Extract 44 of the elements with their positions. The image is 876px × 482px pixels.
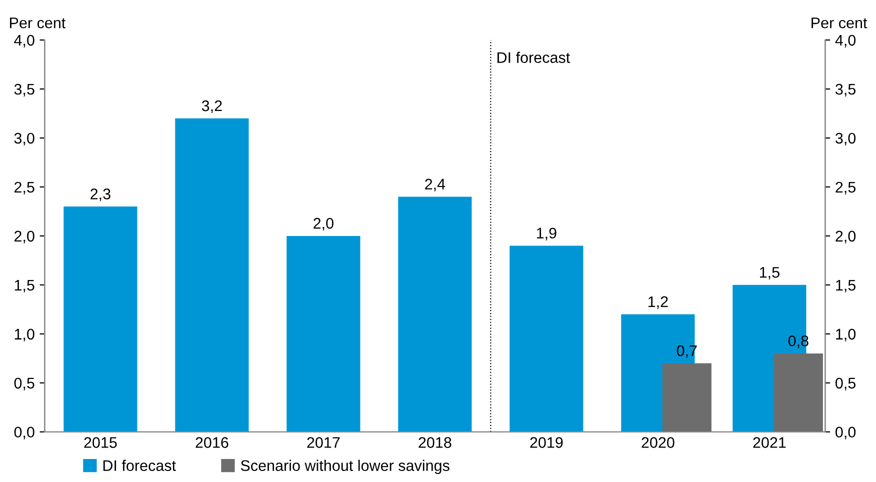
data-label: 2,3 xyxy=(90,188,110,202)
y2-tick-label: 1,5 xyxy=(836,280,856,292)
annotation: DI forecast xyxy=(498,52,570,63)
bar xyxy=(398,196,472,432)
y2-tick-label: 3,5 xyxy=(835,84,856,96)
bar xyxy=(175,118,249,432)
y-tick-label: 0,5 xyxy=(14,378,34,390)
data-label: 2,4 xyxy=(425,178,446,192)
x-tick-label: 2016 xyxy=(196,437,228,448)
y2-tick-label: 2,0 xyxy=(836,230,856,244)
y2-tick-label: 0,5 xyxy=(836,378,856,390)
y2-tick-label: 0,0 xyxy=(836,426,856,440)
x-tick-label: 2015 xyxy=(84,437,117,448)
y2-tick-label: 1,0 xyxy=(836,328,856,342)
x-tick-label: 2017 xyxy=(307,437,340,448)
x-tick-label: 2021 xyxy=(753,437,786,448)
y2-tick-label: 4,0 xyxy=(835,34,856,48)
y-tick-label: 4,0 xyxy=(14,34,34,48)
y-tick-label: 3,5 xyxy=(14,84,34,96)
y-tick-label: 2,5 xyxy=(14,182,34,194)
data-label: 2,0 xyxy=(314,218,334,231)
y-axis-title: Per cent xyxy=(10,18,66,28)
y2-tick-label: 3,0 xyxy=(835,132,856,146)
bar xyxy=(64,206,138,432)
bar xyxy=(774,354,823,432)
y-tick-label: 0,0 xyxy=(14,426,34,440)
x-tick-label: 2018 xyxy=(418,437,452,448)
x-tick-label: 2020 xyxy=(642,437,674,448)
y-tick-label: 1,5 xyxy=(14,280,34,292)
bar xyxy=(510,246,584,432)
x-tick-label: 2019 xyxy=(530,437,563,448)
legend-label: DI forecast xyxy=(103,460,176,472)
y-tick-label: 1,0 xyxy=(14,328,34,342)
data-label: 1,5 xyxy=(760,267,780,280)
bar xyxy=(286,236,360,432)
y2-axis-title: Per cent xyxy=(812,18,868,28)
y2-tick-label: 2,5 xyxy=(836,182,856,194)
y-tick-label: 3,0 xyxy=(14,132,34,146)
bar xyxy=(662,363,712,432)
y-tick-label: 2,0 xyxy=(14,230,34,244)
data-label: 1,9 xyxy=(536,228,556,240)
legend-label: Scenario without lower savings xyxy=(240,460,450,474)
data-label: 3,2 xyxy=(202,100,222,113)
data-label: 1,2 xyxy=(648,296,668,309)
